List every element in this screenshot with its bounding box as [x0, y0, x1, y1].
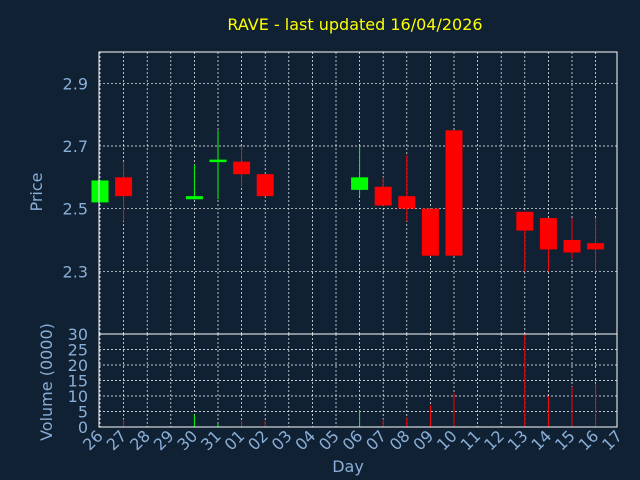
price-axis-label: Price — [27, 172, 46, 211]
price-tick-label: 2.7 — [63, 137, 88, 156]
volume-frame-rect — [98, 333, 618, 428]
candle-body — [115, 177, 133, 197]
volume-axis-label: Volume (0000) — [37, 323, 56, 441]
price-tick-label: 2.5 — [63, 200, 88, 219]
x-tick-label: 17 — [598, 426, 626, 454]
candles — [91, 130, 605, 272]
price-tick-label: 2.9 — [63, 74, 88, 93]
volume-grid — [99, 334, 617, 427]
volume-tick-label: 25 — [68, 341, 88, 360]
volume-panel-frame — [98, 333, 618, 428]
candle-body — [516, 211, 534, 231]
candle-body — [256, 174, 274, 197]
price-tick-labels: 2.3 2.5 2.7 2.9 — [63, 74, 88, 281]
candle-body — [233, 161, 251, 175]
candle-body — [587, 243, 605, 250]
candle-body — [351, 177, 369, 190]
volume-bars — [123, 334, 597, 427]
candle-body — [421, 208, 439, 256]
volume-tick-label: 0 — [78, 418, 88, 437]
price-tick-label: 2.3 — [63, 262, 88, 281]
volume-tick-label: 10 — [68, 387, 88, 406]
candle-body — [209, 159, 227, 163]
candle-body — [185, 196, 203, 200]
price-frame-rect — [98, 51, 618, 335]
price-grid — [99, 52, 617, 334]
chart-title: RAVE - last updated 16/04/2026 — [227, 15, 482, 34]
candle-body — [91, 180, 109, 203]
price-panel-frame — [98, 51, 618, 335]
volume-tick-label: 20 — [68, 356, 88, 375]
volume-tick-label: 5 — [78, 403, 88, 422]
candle-body — [398, 196, 416, 209]
volume-tick-label: 30 — [68, 325, 88, 344]
x-axis-label: Day — [332, 457, 364, 476]
candle-body — [539, 218, 557, 250]
candle-body — [374, 186, 392, 206]
candle-body — [445, 130, 463, 256]
volume-tick-label: 15 — [68, 372, 88, 391]
candle-body — [563, 240, 581, 253]
x-tick-labels: 2627282930310102030405060708091011121314… — [79, 426, 626, 454]
